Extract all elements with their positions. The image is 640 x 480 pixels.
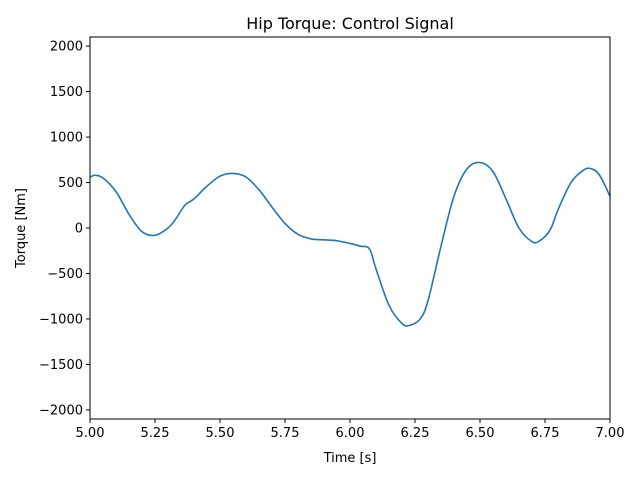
y-axis: −2000 −1500 −1000 −500 0 500 1000 1500 2000 <box>39 40 90 418</box>
x-axis-label: Time [s] <box>323 451 377 466</box>
chart-title: Hip Torque: Control Signal <box>246 14 454 33</box>
x-tick-label: 5.75 <box>271 426 300 441</box>
x-tick-label: 5.00 <box>76 426 105 441</box>
y-tick-label: 0 <box>75 222 83 237</box>
y-tick-label: −2000 <box>39 403 83 418</box>
y-tick-label: −1500 <box>39 358 83 373</box>
x-tick-label: 6.25 <box>401 426 430 441</box>
x-tick-label: 6.00 <box>336 426 365 441</box>
plot-area <box>89 161 611 327</box>
x-tick-label: 7.00 <box>596 426 625 441</box>
x-tick-label: 6.75 <box>531 426 560 441</box>
x-tick-label: 5.25 <box>141 426 170 441</box>
y-tick-label: 500 <box>58 176 83 191</box>
x-axis: 5.00 5.25 5.50 5.75 6.00 6.25 6.50 6.75 7.00 <box>76 419 625 441</box>
y-tick-label: 1000 <box>50 131 83 146</box>
y-tick-label: −1000 <box>39 312 83 327</box>
y-axis-label: Torque [Nm] <box>14 188 29 269</box>
y-tick-label: −500 <box>47 267 83 282</box>
x-tick-label: 6.50 <box>466 426 495 441</box>
y-tick-label: 2000 <box>50 40 83 55</box>
series-line <box>89 161 611 327</box>
y-tick-label: 1500 <box>50 85 83 100</box>
x-tick-label: 5.50 <box>206 426 235 441</box>
